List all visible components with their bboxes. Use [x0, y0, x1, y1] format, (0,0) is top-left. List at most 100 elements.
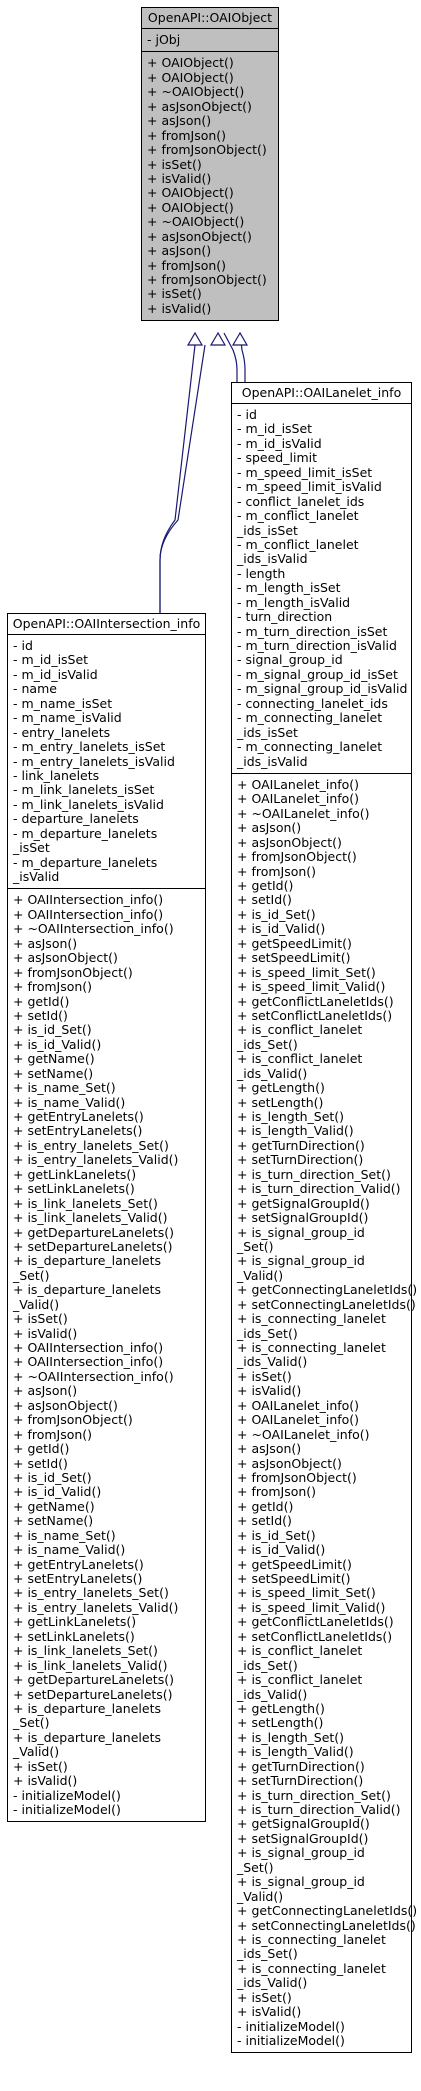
member-line: - initializeModel()	[13, 1787, 121, 1803]
member-line: + getConnectingLaneletIds()	[237, 1903, 418, 1919]
arrow-head-middle	[209, 331, 227, 346]
member-line: + is_connecting_lanelet	[237, 1340, 386, 1355]
member-line: _Valid()	[13, 1744, 60, 1760]
member-line: + setConflictLaneletIds()	[237, 1007, 393, 1023]
member-line: + asJson()	[237, 1441, 302, 1457]
member-line: _Valid()	[237, 1267, 284, 1283]
member-line: - m_turn_direction_isValid	[237, 638, 397, 653]
class-box-oaiobject[interactable]: OpenAPI::OAIObject - jObj + OAIObject() +…	[141, 7, 279, 322]
member-line: + ~OAIIntersection_info()	[13, 921, 174, 937]
member-line: + isSet()	[147, 156, 202, 172]
member-line: + fromJsonObject()	[147, 142, 267, 158]
member-line: + OAIObject()	[147, 199, 234, 215]
member-line: + setConnectingLaneletIds()	[237, 1296, 416, 1312]
member-line: + ~OAIObject()	[147, 214, 245, 230]
member-line: + isSet()	[13, 1311, 68, 1327]
class-box-oailanelet-info[interactable]: OpenAPI::OAILanelet_info - id - m_id_isSe…	[231, 382, 418, 2054]
member-line: + is_id_Valid()	[237, 921, 326, 937]
member-line: - link_lanelets	[13, 767, 100, 783]
member-line: + ~OAIObject()	[147, 84, 245, 100]
member-line: - m_id_isValid	[13, 666, 98, 682]
member-line: + fromJson()	[147, 127, 227, 143]
member-line: + setTurnDirection()	[237, 1773, 364, 1789]
member-line: + setName()	[13, 1065, 94, 1081]
member-line: + is_turn_direction_Valid()	[237, 1181, 401, 1197]
member-line: + OAIIntersection_info()	[13, 892, 164, 908]
member-line: + fromJson()	[13, 1426, 93, 1442]
member-line: + asJsonObject()	[13, 950, 118, 966]
member-line: + is_link_lanelets_Set()	[13, 1643, 158, 1659]
member-line: + is_conflict_lanelet	[237, 1643, 363, 1659]
member-line: + asJson()	[13, 1383, 78, 1399]
member-line: + getName()	[13, 1498, 95, 1514]
member-line: + getSignalGroupId()	[237, 1816, 370, 1832]
member-line: - m_signal_group_id_isValid	[237, 681, 408, 697]
member-line: + setTurnDirection()	[237, 1152, 364, 1168]
member-line: + is_id_Valid()	[237, 1542, 326, 1558]
member-line: - departure_lanelets	[13, 811, 139, 827]
member-line: - m_conflict_lanelet	[237, 536, 359, 552]
member-line: _Set()	[237, 1238, 274, 1254]
member-line: - connecting_lanelet_ids	[237, 695, 388, 711]
member-line: _ids_Valid()	[237, 1975, 308, 1991]
member-line: + setEntryLanelets()	[13, 1123, 143, 1139]
member-line: _ids_Valid()	[237, 1065, 308, 1081]
member-line: + asJson()	[147, 243, 212, 259]
member-line: + asJsonObject()	[13, 1397, 118, 1413]
member-line: + asJson()	[237, 820, 302, 836]
member-line: + fromJsonObject()	[13, 1412, 133, 1428]
member-line: + fromJson()	[147, 257, 227, 273]
member-line: _ids_isSet	[237, 522, 298, 538]
member-line: + getEntryLanelets()	[13, 1556, 144, 1572]
member-line: + getId()	[13, 1441, 70, 1457]
member-line: - initializeModel()	[13, 1802, 121, 1817]
member-line: + getDepartureLanelets()	[13, 1224, 174, 1240]
member-line: + fromJson()	[13, 979, 93, 995]
member-line: - m_entry_lanelets_isSet	[13, 739, 166, 755]
member-line: + getTurnDirection()	[237, 1137, 365, 1153]
member-line: - entry_lanelets	[13, 724, 111, 740]
member-line: + isValid()	[237, 1383, 302, 1399]
member-line: - id	[237, 407, 257, 422]
member-line: - m_name_isSet	[13, 695, 113, 711]
member-line: + getName()	[13, 1051, 95, 1067]
member-line: _isSet	[13, 840, 50, 856]
member-line: + setEntryLanelets()	[13, 1571, 143, 1586]
member-line: + is_signal_group_id	[237, 1845, 365, 1861]
member-line: - m_link_lanelets_isSet	[13, 782, 155, 798]
member-line: + setConnectingLaneletIds()	[237, 1917, 416, 1933]
member-line: - m_id_isSet	[237, 421, 313, 437]
member-line: + OAIIntersection_info()	[13, 1354, 164, 1370]
member-line: + fromJson()	[237, 863, 317, 879]
member-line: + is_speed_limit_Valid()	[237, 1599, 386, 1615]
member-line: + is_speed_limit_Valid()	[237, 979, 386, 995]
member-line: - m_name_isValid	[13, 710, 122, 726]
member-line: - initializeModel()	[237, 2033, 345, 2048]
member-line: + getId()	[13, 993, 70, 1009]
member-line: + is_turn_direction_Valid()	[237, 1802, 401, 1817]
member-line: + is_connecting_lanelet	[237, 1931, 386, 1947]
member-line: + getId()	[237, 878, 294, 893]
class-box-oaiintersection-info[interactable]: OpenAPI::OAIIntersection_info - id - m_id…	[7, 613, 206, 1823]
member-line: + is_name_Set()	[13, 1527, 116, 1543]
methods-section: + OAILanelet_info() + OAILanelet_info() + …	[232, 772, 418, 2053]
member-line: + is_conflict_lanelet	[237, 1022, 363, 1038]
member-line: _Set()	[13, 1715, 50, 1731]
member-line: - m_speed_limit_isValid	[237, 479, 382, 495]
class-title: OpenAPI::OAIIntersection_info	[12, 616, 201, 631]
member-line: - m_entry_lanelets_isValid	[13, 753, 175, 769]
member-line: + isSet()	[237, 1368, 292, 1384]
member-line: + getLinkLanelets()	[13, 1166, 137, 1182]
member-line: + asJsonObject()	[147, 228, 252, 244]
member-line: - m_departure_lanelets	[13, 825, 158, 841]
member-line: + ~OAILanelet_info()	[237, 1426, 370, 1442]
member-line: + is_conflict_lanelet	[237, 1051, 363, 1067]
member-line: + OAILanelet_info()	[237, 1397, 360, 1413]
member-line: _ids_Set()	[237, 1325, 298, 1341]
member-line: _Valid()	[13, 1296, 60, 1312]
member-line: + is_id_Set()	[237, 1527, 316, 1543]
member-line: _ids_isSet	[237, 724, 298, 740]
member-line: + setDepartureLanelets()	[13, 1238, 173, 1254]
member-line: - m_connecting_lanelet	[237, 710, 383, 726]
